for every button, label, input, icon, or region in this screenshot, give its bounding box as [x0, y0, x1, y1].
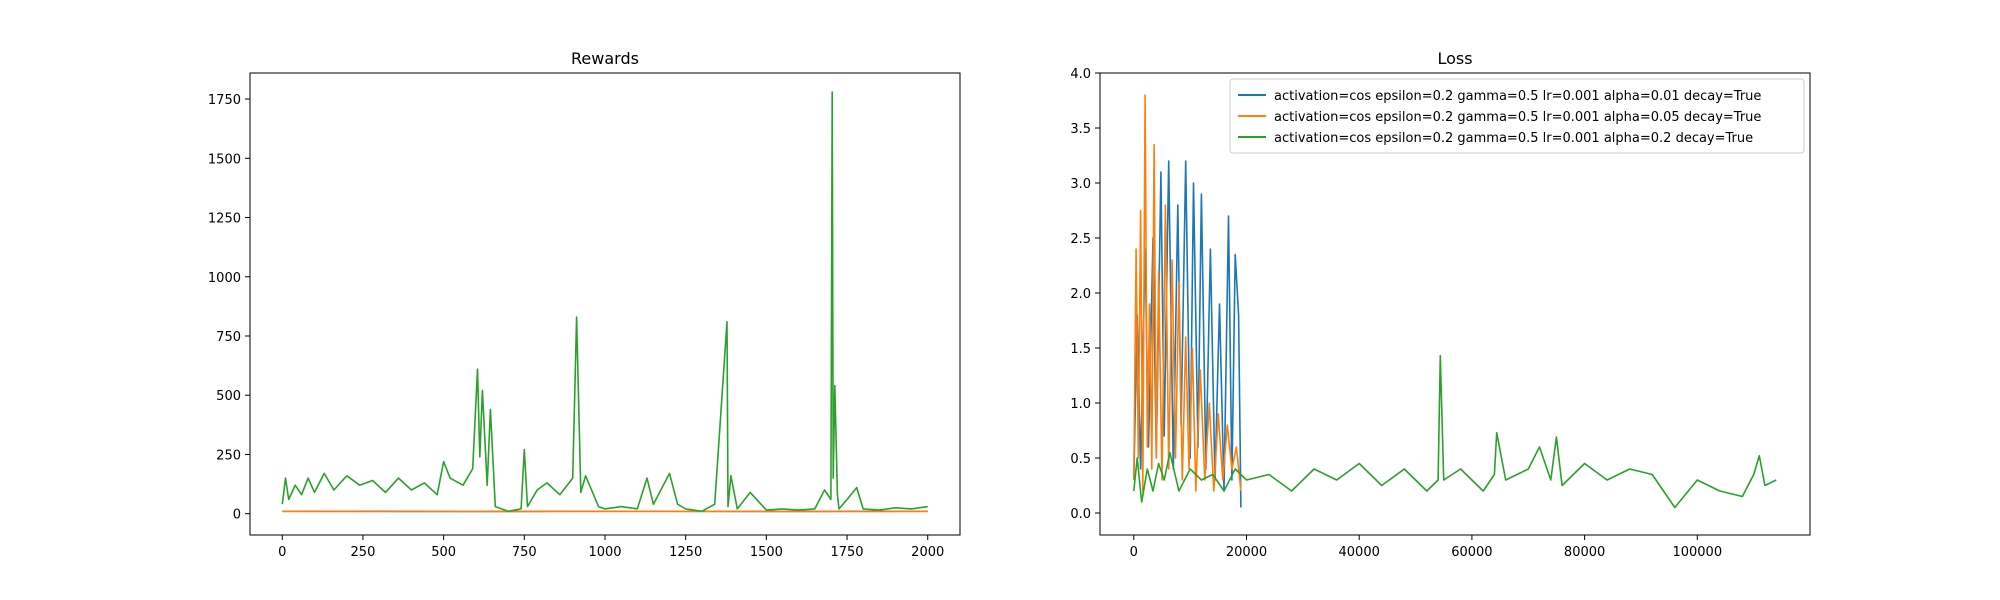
- y-tick-label: 1000: [208, 271, 241, 286]
- y-tick-label: 1250: [208, 212, 241, 227]
- y-tick-label: 750: [216, 330, 241, 345]
- y-tick-label: 1500: [208, 152, 241, 167]
- y-tick-label: 3.0: [1070, 177, 1091, 192]
- y-tick-label: 0.0: [1070, 507, 1091, 522]
- legend-label: activation=cos epsilon=0.2 gamma=0.5 lr=…: [1274, 131, 1753, 146]
- y-tick-label: 2.5: [1070, 232, 1091, 247]
- x-tick-label: 100000: [1672, 545, 1722, 560]
- axes-frame: [249, 72, 961, 536]
- y-tick-label: 1.5: [1070, 342, 1091, 357]
- legend-box: [1229, 78, 1805, 154]
- y-tick-label: 500: [216, 389, 241, 404]
- x-tick-label: 1250: [669, 545, 702, 560]
- legend-label: activation=cos epsilon=0.2 gamma=0.5 lr=…: [1274, 110, 1761, 125]
- legend: activation=cos epsilon=0.2 gamma=0.5 lr=…: [1229, 78, 1805, 154]
- x-tick-label: 1750: [830, 545, 863, 560]
- x-tick-label: 750: [512, 545, 537, 560]
- x-tick-label: 2000: [911, 545, 944, 560]
- y-tick-label: 4.0: [1070, 67, 1091, 82]
- rewards-chart: 0 250 500 750 1000 1250 1500 1750 2000 0 250 500 750…: [208, 49, 961, 560]
- x-tick-label: 1500: [750, 545, 783, 560]
- x-tick-label: 80000: [1564, 545, 1605, 560]
- x-tick-label: 20000: [1226, 545, 1267, 560]
- series-line-3: [281, 91, 928, 513]
- legend-label: activation=cos epsilon=0.2 gamma=0.5 lr=…: [1274, 89, 1761, 104]
- loss-chart: 0 20000 40000 60000 80000 100000 0.0 0.5 1.0 1.5 2…: [1070, 49, 1811, 560]
- axes-frame: [1099, 72, 1811, 536]
- x-tick-label: 1000: [588, 545, 621, 560]
- y-tick-label: 250: [216, 448, 241, 463]
- x-tick-label: 60000: [1451, 545, 1492, 560]
- x-tick-label: 250: [351, 545, 376, 560]
- y-tick-label: 1750: [208, 93, 241, 108]
- chart-title: Loss: [1437, 49, 1472, 68]
- y-tick-label: 0.5: [1070, 452, 1091, 467]
- x-tick-label: 40000: [1339, 545, 1380, 560]
- chart-title: Rewards: [571, 49, 639, 68]
- y-tick-label: 0: [233, 508, 241, 523]
- series-line-2: [1133, 94, 1242, 492]
- x-tick-label: 0: [278, 545, 286, 560]
- x-tick-label: 0: [1130, 545, 1138, 560]
- y-tick-label: 3.5: [1070, 122, 1091, 137]
- series-line-3: [1133, 354, 1777, 509]
- y-tick-label: 2.0: [1070, 287, 1091, 302]
- x-tick-label: 500: [431, 545, 456, 560]
- y-tick-label: 1.0: [1070, 397, 1091, 412]
